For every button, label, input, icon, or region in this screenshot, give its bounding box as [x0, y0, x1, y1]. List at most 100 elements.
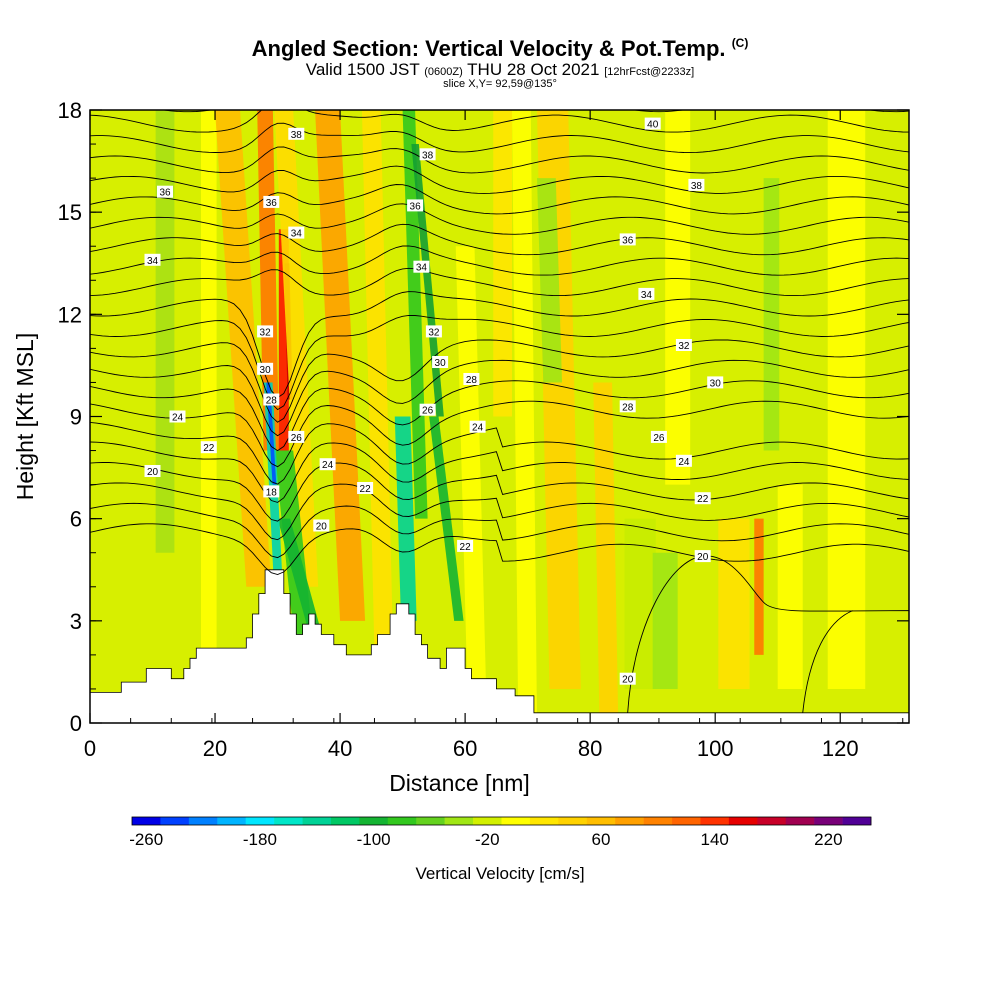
theta-contour: [90, 359, 909, 437]
theta-label: 38: [688, 178, 705, 192]
velocity-band: [429, 416, 464, 621]
colorbar-swatch: [785, 817, 815, 825]
theta-contour: [90, 245, 909, 276]
theta-label: 24: [319, 458, 336, 471]
velocity-band: [624, 518, 656, 689]
velocity-band: [455, 246, 487, 723]
x-tick-label: 80: [578, 736, 602, 761]
colorbar-swatch: [558, 817, 588, 825]
theta-label-bg: [263, 485, 280, 498]
theta-label-text: 26: [653, 433, 665, 444]
velocity-band: [665, 110, 691, 485]
theta-label: 22: [457, 539, 474, 553]
theta-label-bg: [638, 287, 655, 300]
colorbar-tick-label: -100: [357, 830, 391, 849]
theta-label-text: 22: [203, 443, 215, 454]
theta-label-bg: [157, 185, 173, 198]
colorbar-swatch: [728, 817, 758, 825]
theta-contour: [90, 400, 909, 468]
terrain-mask: [89, 569, 910, 724]
velocity-band: [215, 110, 272, 587]
theta-label: 28: [263, 393, 280, 407]
theta-label: 36: [157, 185, 173, 199]
theta-label: 34: [288, 226, 305, 240]
theta-label-bg: [144, 465, 161, 477]
theta-label: 34: [413, 260, 430, 274]
theta-label-bg: [425, 325, 442, 338]
theta-label-text: 26: [291, 433, 303, 444]
theta-label: 24: [469, 420, 486, 434]
theta-label-bg: [619, 672, 636, 685]
theta-label-text: 20: [147, 467, 159, 478]
theta-label-text: 34: [291, 229, 303, 240]
y-tick-label: 15: [58, 200, 82, 225]
theta-label-bg: [419, 403, 436, 416]
theta-label: 20: [619, 672, 636, 686]
colorbar-swatch: [643, 817, 673, 825]
theta-contour: [90, 380, 909, 452]
theta-contour: [90, 146, 909, 174]
colorbar-swatch: [330, 817, 360, 825]
velocity-band: [593, 382, 619, 723]
theta-contour: [90, 110, 909, 133]
velocity-band: [411, 144, 444, 417]
theta-label-text: 36: [266, 198, 278, 209]
y-tick-label: 6: [70, 507, 82, 532]
velocity-band: [763, 178, 780, 451]
colorbar-swatch: [245, 817, 275, 825]
theta-label-bg: [357, 482, 374, 494]
theta-label-bg: [263, 393, 280, 406]
x-tick-label: 100: [697, 736, 734, 761]
theta-label-text: 34: [416, 263, 428, 274]
theta-label: 34: [144, 253, 161, 267]
x-tick-label: 0: [84, 736, 96, 761]
colorbar-label: Vertical Velocity [cm/s]: [415, 864, 585, 883]
theta-label-bg: [200, 441, 217, 454]
theta-label: 38: [288, 127, 305, 141]
velocity-band: [315, 110, 366, 621]
velocity-band: [402, 110, 428, 519]
theta-contour: [90, 203, 909, 235]
theta-label: 20: [313, 519, 330, 533]
velocity-band: [754, 518, 764, 655]
theta-contour: [90, 462, 909, 522]
theta-label-bg: [288, 127, 305, 140]
colorbar-swatch: [359, 817, 389, 825]
velocity-band: [274, 110, 319, 587]
theta-label-text: 30: [435, 358, 447, 369]
colorbar-swatch: [529, 817, 559, 825]
theta-label-text: 30: [260, 365, 272, 376]
colorbar-swatch: [387, 817, 417, 825]
theta-label: 32: [425, 325, 442, 338]
theta-label: 18: [263, 485, 280, 498]
theta-label: 36: [619, 233, 636, 246]
theta-label: 24: [169, 410, 186, 424]
theta-label-text: 36: [159, 188, 171, 199]
theta-label: 26: [650, 430, 667, 444]
theta-label-text: 36: [410, 201, 422, 212]
theta-label-bg: [694, 492, 711, 505]
theta-label: 26: [419, 403, 436, 417]
colorbar-tick-label: -260: [129, 830, 163, 849]
theta-label-text: 24: [678, 457, 690, 468]
theta-label-bg: [694, 550, 711, 563]
theta-label-bg: [457, 539, 474, 552]
theta-label-text: 28: [466, 375, 478, 386]
theta-label-text: 30: [710, 378, 722, 389]
theta-contour: [90, 421, 909, 485]
theta-label: 36: [407, 199, 424, 212]
y-tick-label: 9: [70, 405, 82, 430]
theta-label: 20: [694, 550, 711, 563]
theta-label-bg: [619, 400, 636, 413]
theta-contour: [90, 523, 909, 575]
theta-label: 38: [419, 148, 436, 161]
theta-contour: [90, 291, 909, 399]
theta-contour: [90, 267, 909, 297]
theta-contour: [90, 339, 909, 423]
theta-label-text: 32: [428, 327, 440, 338]
chart-subtitle: Valid 1500 JST (0600Z) THU 28 Oct 2021 […: [305, 60, 695, 79]
colorbar-swatch: [586, 817, 616, 825]
theta-label-text: 38: [422, 150, 434, 161]
theta-label-text: 24: [472, 423, 484, 434]
